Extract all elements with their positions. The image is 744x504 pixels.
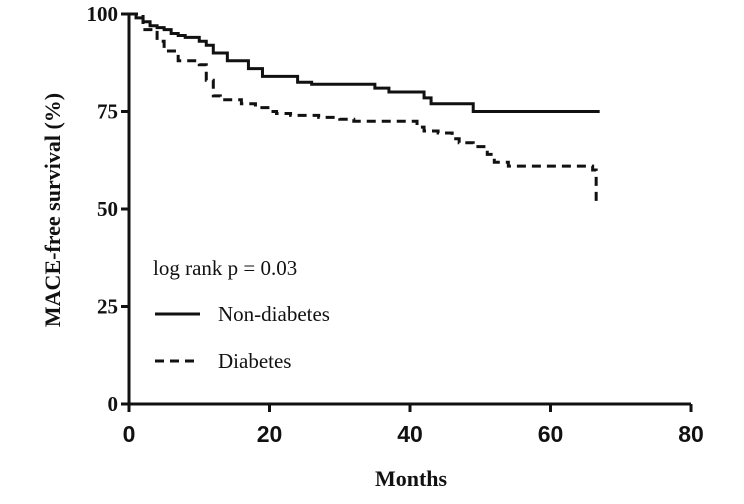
x-tick-label: 40 bbox=[397, 421, 423, 447]
y-tick-label: 100 bbox=[87, 2, 119, 26]
legend-label-non-diabetes: Non-diabetes bbox=[218, 302, 330, 326]
series-line-non-diabetes bbox=[129, 12, 600, 113]
x-tick-label: 20 bbox=[257, 421, 283, 447]
y-tick-label: 0 bbox=[108, 392, 119, 416]
x-tick-label: 60 bbox=[538, 421, 564, 447]
legend-label-diabetes: Diabetes bbox=[218, 349, 291, 373]
y-tick-label: 50 bbox=[97, 197, 118, 221]
y-axis-title: MACE-free survival (%) bbox=[40, 93, 65, 327]
ticks: 0 20 40 60 80 0 25 50 75 100 bbox=[87, 2, 704, 447]
legend: Non-diabetes Diabetes bbox=[155, 302, 330, 373]
x-axis-title: Months bbox=[375, 466, 448, 491]
series-group bbox=[129, 12, 600, 206]
log-rank-annotation: log rank p = 0.03 bbox=[153, 256, 297, 280]
y-tick-label: 75 bbox=[97, 100, 118, 124]
x-tick-label: 80 bbox=[678, 421, 704, 447]
series-line-diabetes bbox=[129, 12, 598, 206]
axes bbox=[127, 14, 691, 406]
y-tick-label: 25 bbox=[97, 295, 118, 319]
x-tick-label: 0 bbox=[123, 421, 136, 447]
